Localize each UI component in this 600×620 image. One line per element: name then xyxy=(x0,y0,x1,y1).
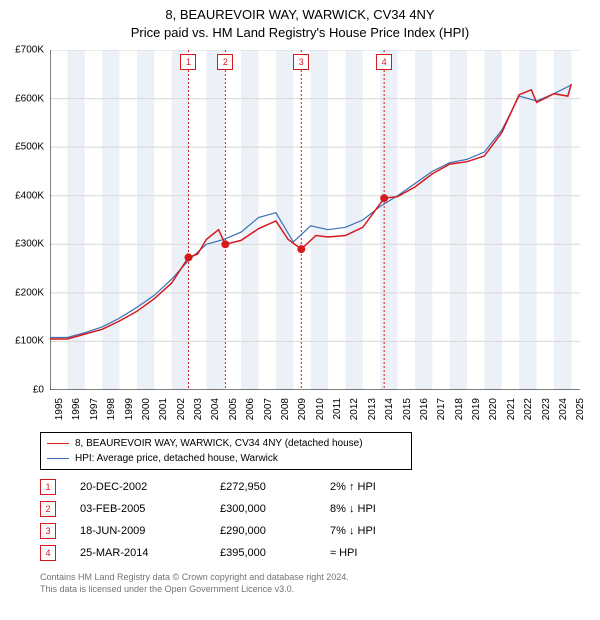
y-tick-label: £600K xyxy=(2,93,44,104)
sale-marker-box: 4 xyxy=(376,54,392,70)
x-tick-label: 2000 xyxy=(141,398,152,426)
sale-num-box: 2 xyxy=(40,501,56,517)
sale-hpi: 2% ↑ HPI xyxy=(330,481,430,493)
sale-date: 18-JUN-2009 xyxy=(80,525,220,537)
sale-hpi: 8% ↓ HPI xyxy=(330,503,430,515)
sale-price: £395,000 xyxy=(220,547,330,559)
sale-hpi: ≈ HPI xyxy=(330,547,430,559)
sale-row: 2 03-FEB-2005£300,0008% ↓ HPI xyxy=(40,498,430,520)
y-tick-label: £100K xyxy=(2,336,44,347)
sale-marker-box: 3 xyxy=(293,54,309,70)
x-tick-label: 1995 xyxy=(54,398,65,426)
x-tick-label: 1998 xyxy=(106,398,117,426)
x-tick-label: 2007 xyxy=(263,398,274,426)
sale-price: £272,950 xyxy=(220,481,330,493)
sale-date: 03-FEB-2005 xyxy=(80,503,220,515)
x-tick-label: 2020 xyxy=(488,398,499,426)
sale-date: 25-MAR-2014 xyxy=(80,547,220,559)
legend-label: HPI: Average price, detached house, Warw… xyxy=(75,451,278,466)
x-tick-label: 2001 xyxy=(158,398,169,426)
sales-table: 1 20-DEC-2002£272,9502% ↑ HPI 2 03-FEB-2005… xyxy=(40,476,430,564)
x-tick-label: 2002 xyxy=(176,398,187,426)
chart-area xyxy=(50,50,580,390)
x-tick-label: 2025 xyxy=(575,398,586,426)
legend-swatch-hpi xyxy=(47,458,69,459)
x-tick-label: 2009 xyxy=(297,398,308,426)
y-tick-label: £700K xyxy=(2,45,44,56)
sale-marker-box: 2 xyxy=(217,54,233,70)
x-tick-label: 2003 xyxy=(193,398,204,426)
x-tick-label: 1996 xyxy=(71,398,82,426)
x-tick-label: 2006 xyxy=(245,398,256,426)
x-tick-label: 2019 xyxy=(471,398,482,426)
sale-price: £290,000 xyxy=(220,525,330,537)
title-line2: Price paid vs. HM Land Registry's House … xyxy=(0,24,600,42)
y-tick-label: £200K xyxy=(2,287,44,298)
legend-row: 8, BEAUREVOIR WAY, WARWICK, CV34 4NY (de… xyxy=(47,436,405,451)
x-tick-label: 2018 xyxy=(454,398,465,426)
footer-line1: Contains HM Land Registry data © Crown c… xyxy=(40,572,349,584)
x-tick-label: 2022 xyxy=(523,398,534,426)
x-tick-label: 2024 xyxy=(558,398,569,426)
x-tick-label: 2005 xyxy=(228,398,239,426)
y-tick-label: £400K xyxy=(2,190,44,201)
x-tick-label: 2011 xyxy=(332,398,343,426)
x-tick-label: 2013 xyxy=(367,398,378,426)
title-block: 8, BEAUREVOIR WAY, WARWICK, CV34 4NY Pri… xyxy=(0,0,600,41)
y-tick-label: £0 xyxy=(2,385,44,396)
x-tick-label: 2023 xyxy=(541,398,552,426)
x-tick-label: 2008 xyxy=(280,398,291,426)
footer-text: Contains HM Land Registry data © Crown c… xyxy=(40,572,349,595)
x-tick-label: 2015 xyxy=(402,398,413,426)
x-tick-label: 1997 xyxy=(89,398,100,426)
sale-num-box: 3 xyxy=(40,523,56,539)
sale-num-box: 1 xyxy=(40,479,56,495)
sale-row: 1 20-DEC-2002£272,9502% ↑ HPI xyxy=(40,476,430,498)
legend-row: HPI: Average price, detached house, Warw… xyxy=(47,451,405,466)
sale-date: 20-DEC-2002 xyxy=(80,481,220,493)
title-line1: 8, BEAUREVOIR WAY, WARWICK, CV34 4NY xyxy=(0,6,600,24)
x-tick-label: 2010 xyxy=(315,398,326,426)
x-tick-label: 2014 xyxy=(384,398,395,426)
legend-label: 8, BEAUREVOIR WAY, WARWICK, CV34 4NY (de… xyxy=(75,436,363,451)
x-tick-label: 2021 xyxy=(506,398,517,426)
legend-swatch-property xyxy=(47,443,69,444)
x-tick-label: 2017 xyxy=(436,398,447,426)
sale-row: 4 25-MAR-2014£395,000≈ HPI xyxy=(40,542,430,564)
legend-box: 8, BEAUREVOIR WAY, WARWICK, CV34 4NY (de… xyxy=(40,432,412,470)
sale-marker-box: 1 xyxy=(180,54,196,70)
footer-line2: This data is licensed under the Open Gov… xyxy=(40,584,349,596)
figure-container: 8, BEAUREVOIR WAY, WARWICK, CV34 4NY Pri… xyxy=(0,0,600,620)
sale-row: 3 18-JUN-2009£290,0007% ↓ HPI xyxy=(40,520,430,542)
y-tick-label: £300K xyxy=(2,239,44,250)
sale-hpi: 7% ↓ HPI xyxy=(330,525,430,537)
x-tick-label: 2012 xyxy=(349,398,360,426)
x-tick-label: 2016 xyxy=(419,398,430,426)
x-tick-label: 2004 xyxy=(210,398,221,426)
x-tick-label: 1999 xyxy=(124,398,135,426)
sale-num-box: 4 xyxy=(40,545,56,561)
chart-svg xyxy=(50,50,580,390)
sale-price: £300,000 xyxy=(220,503,330,515)
y-tick-label: £500K xyxy=(2,142,44,153)
